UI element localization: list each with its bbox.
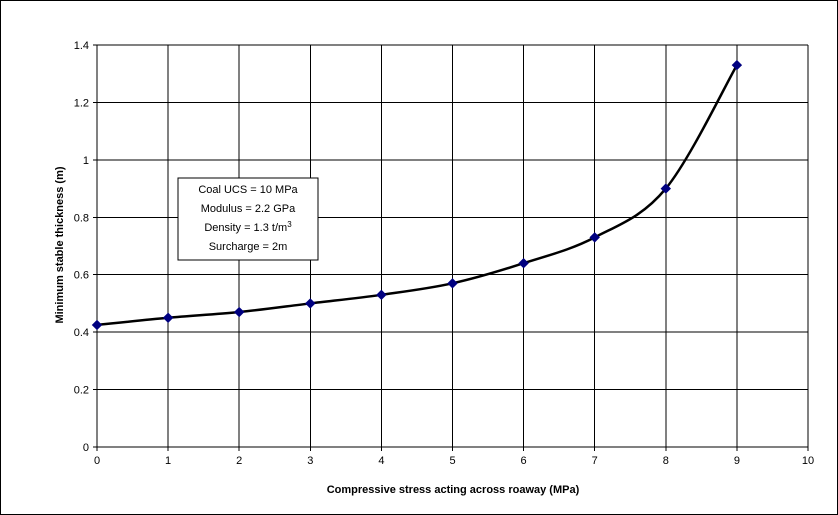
annotation-frame — [177, 177, 319, 261]
y-tick-label: 0 — [83, 442, 89, 454]
data-point-marker — [91, 319, 103, 331]
data-point-marker — [518, 258, 529, 269]
y-tick-label: 0.4 — [74, 327, 89, 339]
data-point-marker — [589, 232, 600, 243]
y-tick-label: 1.2 — [74, 97, 89, 109]
data-point-marker — [376, 289, 387, 301]
data-point-marker — [233, 306, 245, 318]
data-point-marker — [447, 278, 458, 289]
x-tick-label: 8 — [663, 455, 669, 467]
x-tick-label: 7 — [592, 455, 598, 467]
annotation-box: Coal UCS = 10 MPa Modulus = 2.2 GPa Densit… — [177, 177, 319, 261]
x-tick-label: 5 — [449, 455, 455, 467]
x-tick-label: 9 — [734, 455, 740, 467]
series-line — [96, 64, 738, 327]
x-tick-label: 2 — [236, 455, 242, 467]
x-axis-title: Compressive stress acting across roaway … — [327, 484, 580, 496]
data-point-marker — [731, 59, 743, 71]
annotation-line: Coal UCS = 10 MPa — [198, 184, 298, 196]
data-point-marker — [660, 183, 672, 194]
annotation-line: Modulus = 2.2 GPa — [201, 203, 296, 215]
y-tick-label: 0.8 — [74, 212, 89, 224]
y-tick-label: 1.4 — [74, 40, 89, 52]
x-tick-label: 0 — [94, 455, 100, 467]
data-point-marker — [305, 298, 316, 309]
series-layer — [91, 59, 743, 331]
y-tick-label: 0.6 — [74, 270, 89, 282]
y-axis-title: Minimum stable thickness (m) — [54, 166, 66, 323]
annotation-line: Surcharge = 2m — [209, 241, 288, 253]
x-tick-label: 6 — [521, 455, 527, 467]
x-tick-label: 10 — [802, 455, 814, 467]
y-tick-label: 1 — [83, 155, 89, 167]
annotation-line: Density = 1.3 t/m3 — [204, 220, 292, 234]
tick-labels: 0 1 2 3 4 5 6 7 8 9 10 0 0.2 0.4 0.6 0.8 1 1.2 1.4 — [74, 40, 814, 467]
data-point-marker — [162, 312, 174, 323]
axes — [93, 44, 809, 451]
x-tick-label: 1 — [165, 455, 171, 467]
y-tick-label: 0.2 — [74, 385, 89, 397]
x-tick-label: 4 — [378, 455, 384, 467]
x-tick-label: 3 — [307, 455, 313, 467]
